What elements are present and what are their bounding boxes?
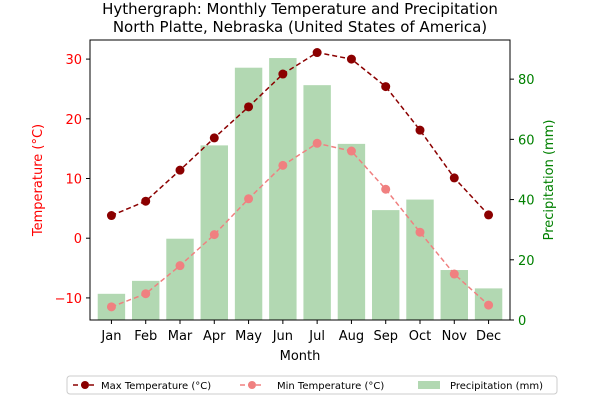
max-temp-point-apr: [209, 133, 219, 143]
x-tick-label-jun: Jun: [272, 329, 293, 344]
precip-bar-aug: [337, 143, 366, 320]
x-tick-label-feb: Feb: [134, 329, 157, 344]
max-temp-line: [111, 51, 490, 217]
precip-bar-sep: [372, 210, 400, 320]
x-tick-label-sep: Sep: [373, 329, 398, 344]
legend-min-temp-label: Min Temperature (°C): [277, 381, 384, 392]
x-tick-label-jul: Jul: [308, 329, 325, 344]
max-temp-point-sep: [381, 82, 391, 92]
precip-bar-feb: [132, 280, 160, 320]
max-temp-point-may: [244, 102, 254, 112]
max-temp-point-feb: [141, 196, 151, 206]
x-tick-label-mar: Mar: [168, 329, 193, 344]
right-axis-label: Precipitation (mm): [542, 120, 557, 241]
min-temp-point-jan: [106, 302, 116, 312]
min-temp-point-mar: [175, 261, 185, 271]
left-tick-label: −10: [55, 292, 82, 307]
legend: Max Temperature (°C) Min Temperature (°C)…: [66, 375, 558, 395]
min-temp-point-feb: [141, 289, 151, 299]
chart-title-line-2: North Platte, Nebraska (United States of…: [113, 18, 487, 36]
left-tick-label: 30: [65, 53, 82, 68]
legend-max-temp-label: Max Temperature (°C): [101, 381, 211, 392]
min-temp-point-aug: [346, 146, 356, 156]
max-temp-point-aug: [346, 54, 356, 64]
right-tick-label: 20: [518, 254, 535, 269]
right-tick-label: 0: [518, 314, 526, 329]
right-tick-label: 80: [518, 73, 535, 88]
max-temp-point-jan: [106, 211, 116, 221]
temperature-lines: [106, 48, 494, 312]
x-tick-label-aug: Aug: [339, 329, 364, 344]
left-axis-label: Temperature (°C): [31, 124, 46, 237]
legend-precip-label: Precipitation (mm): [450, 381, 543, 392]
min-temp-line: [111, 142, 490, 308]
x-tick-label-nov: Nov: [442, 329, 468, 344]
x-tick-label-may: May: [235, 329, 262, 344]
chart-title-line-1: Hythergraph: Monthly Temperature and Pre…: [102, 0, 498, 18]
max-temp-point-nov: [449, 173, 459, 183]
left-tick-label: 0: [74, 232, 82, 247]
plot-frame: [89, 39, 511, 321]
max-temp-point-jul: [312, 48, 322, 58]
right-tick-label: 60: [518, 133, 535, 148]
precip-bar-oct: [406, 199, 434, 320]
max-temp-point-mar: [175, 165, 185, 175]
precip-bar-jul: [303, 85, 331, 321]
max-temp-point-dec: [484, 210, 494, 220]
legend-box: [66, 375, 558, 395]
min-temp-point-jul: [312, 138, 322, 148]
min-temp-point-oct: [415, 227, 425, 237]
x-tick-label-apr: Apr: [203, 329, 226, 344]
legend-max-temp-marker: [81, 381, 89, 389]
left-tick-label: 20: [65, 113, 82, 128]
min-temp-point-dec: [484, 300, 494, 310]
min-temp-point-sep: [381, 184, 391, 194]
x-axis-label: Month: [280, 349, 321, 364]
min-temp-point-may: [244, 194, 254, 204]
left-tick-label: 10: [65, 173, 82, 188]
min-temp-point-jun: [278, 160, 288, 170]
max-temp-point-jun: [278, 69, 288, 79]
legend-precip-swatch: [418, 381, 440, 389]
x-tick-label-dec: Dec: [476, 329, 501, 344]
x-tick-label-jan: Jan: [100, 329, 121, 344]
precip-bar-mar: [166, 238, 194, 320]
min-temp-point-nov: [449, 269, 459, 279]
precip-bar-jun: [269, 58, 297, 321]
max-temp-point-oct: [415, 125, 425, 135]
axes: Jan Feb Mar Apr May Jun Jul Aug Sep Oct Nov Dec −10 0…: [55, 53, 535, 344]
right-tick-label: 40: [518, 194, 535, 209]
precipitation-bars: [97, 58, 503, 321]
x-tick-label-oct: Oct: [409, 329, 431, 344]
min-temp-point-apr: [209, 230, 219, 240]
legend-min-temp-marker: [248, 381, 256, 389]
